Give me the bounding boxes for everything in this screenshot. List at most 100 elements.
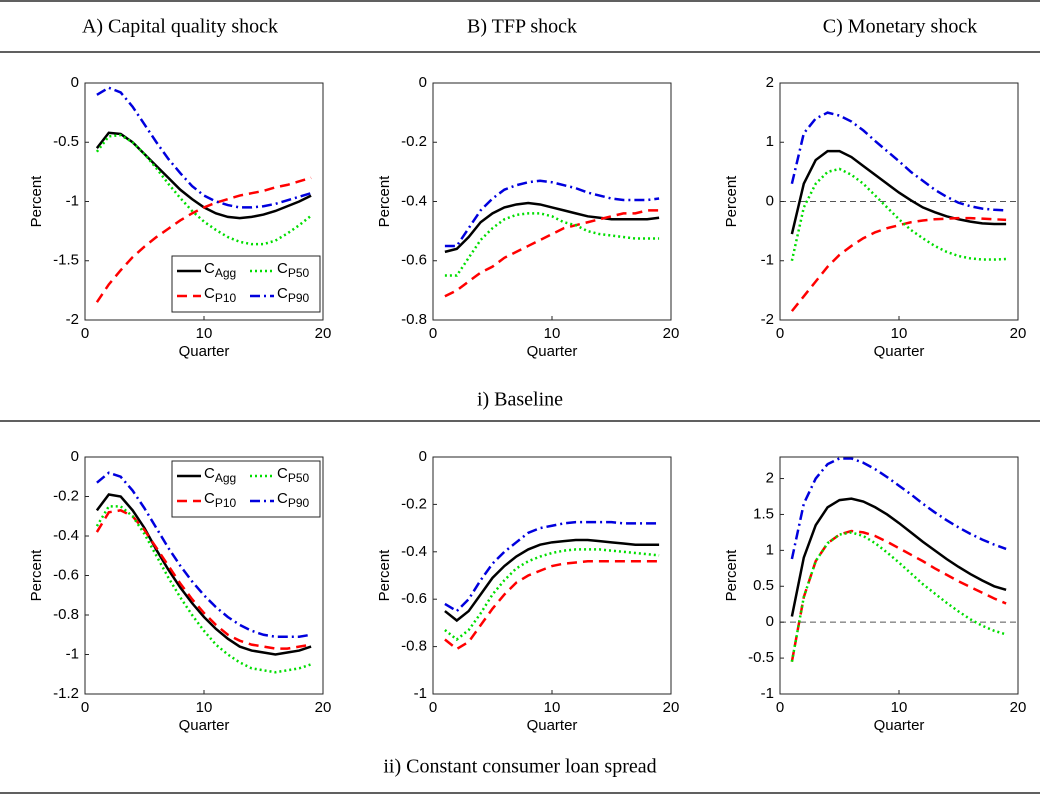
y-tick-label: -2 bbox=[761, 311, 774, 328]
y-tick-label: -0.2 bbox=[401, 133, 427, 150]
legend-label: CAgg bbox=[204, 260, 236, 280]
y-tick-label: -2 bbox=[66, 311, 79, 328]
x-axis-label: Quarter bbox=[527, 343, 578, 360]
legend-box bbox=[171, 460, 321, 518]
y-tick-label: 0 bbox=[419, 74, 427, 91]
series-line bbox=[444, 201, 660, 254]
x-tick-label: 0 bbox=[776, 325, 784, 342]
legend-label: CP50 bbox=[277, 465, 310, 485]
legend-label: CP10 bbox=[204, 490, 237, 510]
y-tick-label: -1.5 bbox=[53, 252, 79, 269]
x-tick-label: 20 bbox=[315, 325, 332, 342]
series-line bbox=[790, 111, 1007, 212]
x-tick-label: 20 bbox=[663, 325, 680, 342]
plot-frame bbox=[432, 456, 672, 695]
series-line bbox=[790, 531, 1007, 662]
y-tick-label: 0 bbox=[71, 74, 79, 91]
x-tick-label: 10 bbox=[891, 325, 908, 342]
y-tick-label: -0.5 bbox=[748, 649, 774, 666]
series-line bbox=[790, 149, 1007, 235]
y-tick-label: -0.2 bbox=[53, 487, 79, 504]
y-tick-label: -1.2 bbox=[53, 685, 79, 702]
series-line bbox=[95, 176, 312, 303]
column-header: B) TFP shock bbox=[467, 16, 577, 38]
plot-frame bbox=[84, 82, 324, 321]
column-header: A) Capital quality shock bbox=[82, 16, 278, 38]
x-tick-label: 10 bbox=[196, 325, 213, 342]
x-tick-label: 20 bbox=[1010, 325, 1027, 342]
legend-label: CP50 bbox=[277, 260, 310, 280]
legend-label: CP10 bbox=[204, 285, 237, 305]
y-axis-label: Percent bbox=[28, 549, 45, 602]
series-line bbox=[444, 179, 660, 248]
y-tick-label: -0.4 bbox=[53, 527, 79, 544]
y-tick-label: -0.6 bbox=[401, 590, 427, 607]
plot-area bbox=[780, 83, 1018, 320]
plot-frame bbox=[779, 82, 1019, 321]
y-tick-label: -1 bbox=[66, 192, 79, 209]
x-tick-label: 20 bbox=[1010, 699, 1027, 716]
series-line bbox=[790, 497, 1007, 617]
y-tick-label: 0.5 bbox=[753, 577, 774, 594]
x-tick-label: 10 bbox=[196, 699, 213, 716]
y-tick-label: -0.6 bbox=[53, 566, 79, 583]
x-tick-label: 20 bbox=[663, 699, 680, 716]
plot-frame bbox=[779, 456, 1019, 695]
y-tick-label: -1 bbox=[414, 685, 427, 702]
series-line bbox=[790, 457, 1007, 560]
x-axis-label: Quarter bbox=[874, 717, 925, 734]
y-tick-label: -0.8 bbox=[53, 606, 79, 623]
row-caption: ii) Constant consumer loan spread bbox=[383, 756, 656, 778]
series-line bbox=[95, 493, 312, 656]
y-tick-label: 2 bbox=[766, 470, 774, 487]
y-tick-label: 0 bbox=[71, 448, 79, 465]
series-line bbox=[95, 133, 312, 246]
y-axis-label: Percent bbox=[723, 175, 740, 228]
legend-label: CP90 bbox=[277, 490, 310, 510]
plot-area bbox=[433, 83, 671, 320]
x-axis-label: Quarter bbox=[179, 717, 230, 734]
series-line bbox=[790, 216, 1007, 312]
plot-area bbox=[780, 457, 1018, 694]
y-tick-label: -0.8 bbox=[401, 638, 427, 655]
y-tick-label: -0.8 bbox=[401, 311, 427, 328]
y-axis-label: Percent bbox=[376, 549, 393, 602]
y-tick-label: 0 bbox=[419, 448, 427, 465]
y-tick-label: 0 bbox=[766, 613, 774, 630]
column-header: C) Monetary shock bbox=[823, 16, 977, 38]
y-tick-label: 1.5 bbox=[753, 505, 774, 522]
x-tick-label: 0 bbox=[429, 325, 437, 342]
y-tick-label: -0.4 bbox=[401, 543, 427, 560]
legend-label: CAgg bbox=[204, 465, 236, 485]
series-line bbox=[95, 505, 312, 674]
x-tick-label: 10 bbox=[544, 325, 561, 342]
series-line bbox=[790, 167, 1007, 262]
plot-area bbox=[433, 457, 671, 694]
y-tick-label: 2 bbox=[766, 74, 774, 91]
y-axis-label: Percent bbox=[723, 549, 740, 602]
series-line bbox=[96, 471, 312, 638]
legend-box bbox=[171, 255, 321, 313]
plot-frame bbox=[432, 82, 672, 321]
y-axis-label: Percent bbox=[28, 175, 45, 228]
y-tick-label: -1 bbox=[761, 685, 774, 702]
series-line bbox=[444, 520, 660, 613]
y-tick-label: 0 bbox=[766, 192, 774, 209]
row-caption: i) Baseline bbox=[477, 389, 563, 411]
x-tick-label: 10 bbox=[891, 699, 908, 716]
legend-label: CP90 bbox=[277, 285, 310, 305]
series-line bbox=[444, 209, 660, 298]
x-tick-label: 10 bbox=[544, 699, 561, 716]
series-line bbox=[96, 86, 312, 209]
x-axis-label: Quarter bbox=[179, 343, 230, 360]
y-axis-label: Percent bbox=[376, 175, 393, 228]
y-tick-label: -0.2 bbox=[401, 495, 427, 512]
y-tick-label: -1 bbox=[66, 645, 79, 662]
series-line bbox=[444, 538, 660, 623]
series-line bbox=[444, 548, 660, 642]
x-tick-label: 0 bbox=[429, 699, 437, 716]
x-tick-label: 0 bbox=[776, 699, 784, 716]
y-tick-label: -0.5 bbox=[53, 133, 79, 150]
